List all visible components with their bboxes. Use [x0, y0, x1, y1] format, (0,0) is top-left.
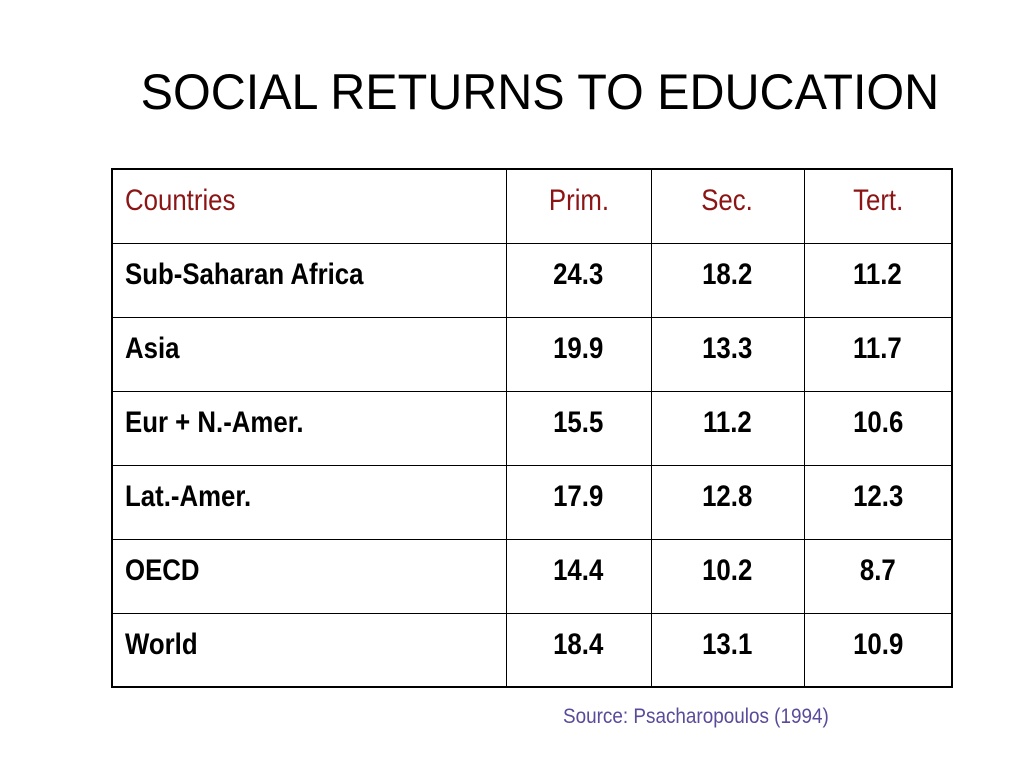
slide-title: SOCIAL RETURNS TO EDUCATION [140, 64, 940, 120]
source-citation: Source: Psacharopoulos (1994) [563, 705, 829, 728]
primary-cell: 17.9 [505, 464, 652, 540]
country-cell: Lat.-Amer. [111, 464, 507, 540]
primary-cell: 19.9 [505, 316, 652, 392]
secondary-cell: 18.2 [650, 242, 805, 318]
primary-cell: 14.4 [505, 538, 652, 614]
secondary-cell: 13.3 [650, 316, 805, 392]
table-row: OECD 14.4 10.2 8.7 [111, 538, 953, 614]
tertiary-cell: 8.7 [803, 538, 953, 614]
secondary-cell: 10.2 [650, 538, 805, 614]
table-row: World 18.4 13.1 10.9 [111, 612, 953, 688]
table-row: Lat.-Amer. 17.9 12.8 12.3 [111, 464, 953, 540]
tertiary-cell: 12.3 [803, 464, 953, 540]
returns-table: Countries Prim. Sec. Tert. Sub-Saharan A… [111, 168, 953, 688]
country-cell: Eur + N.-Amer. [111, 390, 507, 466]
table-row: Asia 19.9 13.3 11.7 [111, 316, 953, 392]
country-cell: Sub-Saharan Africa [111, 242, 507, 318]
country-cell: OECD [111, 538, 507, 614]
header-countries: Countries [111, 168, 507, 244]
tertiary-cell: 11.2 [803, 242, 953, 318]
table-row: Eur + N.-Amer. 15.5 11.2 10.6 [111, 390, 953, 466]
primary-cell: 24.3 [505, 242, 652, 318]
table-header-row: Countries Prim. Sec. Tert. [111, 168, 953, 244]
tertiary-cell: 10.6 [803, 390, 953, 466]
country-cell: Asia [111, 316, 507, 392]
table-row: Sub-Saharan Africa 24.3 18.2 11.2 [111, 242, 953, 318]
header-tertiary: Tert. [803, 168, 953, 244]
header-secondary: Sec. [650, 168, 805, 244]
primary-cell: 18.4 [505, 612, 652, 688]
secondary-cell: 13.1 [650, 612, 805, 688]
primary-cell: 15.5 [505, 390, 652, 466]
tertiary-cell: 11.7 [803, 316, 953, 392]
secondary-cell: 11.2 [650, 390, 805, 466]
country-cell: World [111, 612, 507, 688]
secondary-cell: 12.8 [650, 464, 805, 540]
tertiary-cell: 10.9 [803, 612, 953, 688]
header-primary: Prim. [505, 168, 652, 244]
